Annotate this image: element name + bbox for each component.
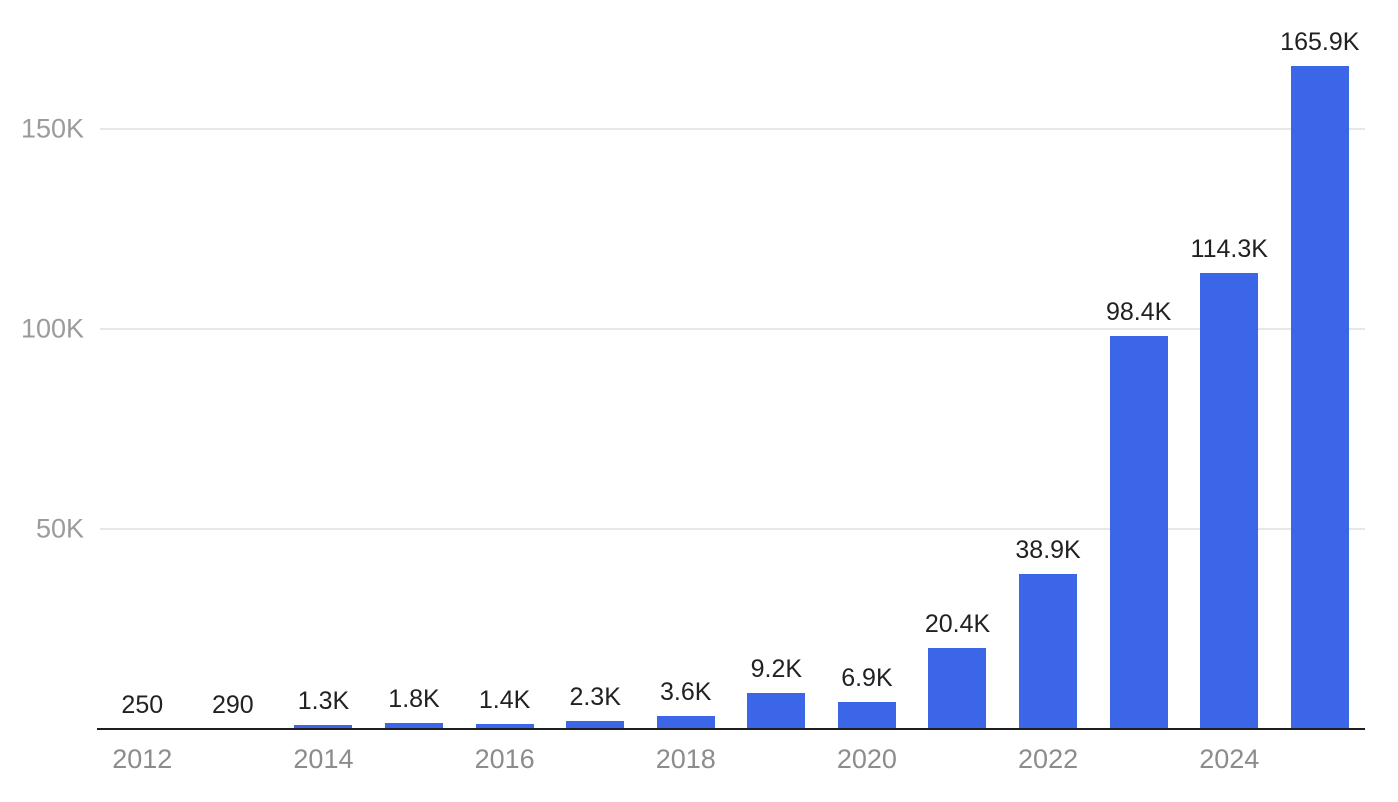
x-axis-tick-label-2014: 2014 [293,744,354,774]
gridline-150K [100,128,1365,130]
bar-value-label: 6.9K [841,664,893,692]
bar-value-label: 2.3K [569,683,621,711]
bar-value-label: 1.3K [297,687,350,715]
y-axis-tick-label: 50K [35,513,84,544]
bar-column-2016: 1.4K [459,0,550,730]
x-axis-tick-empty [912,744,1003,775]
bar-value-label: 1.8K [388,685,440,713]
gridline-100K [100,328,1365,330]
bar [747,693,806,730]
x-axis-tick-empty [1275,744,1366,775]
bar-value-label: 38.9K [1015,536,1081,564]
bar-column-2023: 98.4K [1093,0,1184,730]
y-axis-tick-label: 150K [20,113,84,144]
bar [1019,574,1078,730]
x-axis-tick-label-2022: 2022 [1018,744,1079,774]
x-axis-tick-label-2016: 2016 [474,744,535,774]
bar [837,702,896,730]
x-axis-labels: 2012 2014 2016 2018 2020 2022 2024 [97,744,1365,775]
bar-value-label: 20.4K [924,610,991,638]
bar-column-2017: 2.3K [550,0,641,730]
bar [928,648,987,730]
bar [294,725,353,730]
bar-column-2024: 114.3K [1184,0,1275,730]
x-axis-tick-empty [550,744,641,775]
bar-value-label: 250 [121,691,164,719]
y-axis-tick-label: 100K [20,313,84,344]
bar-column-2021: 20.4K [912,0,1003,730]
x-axis-tick-empty [369,744,460,775]
bar-column-2020: 6.9K [822,0,913,730]
x-axis-tick-label-2018: 2018 [655,744,716,774]
x-axis-tick-label-2020: 2020 [836,744,897,774]
gridline-50K [100,528,1365,530]
bar [1200,273,1259,730]
bar-value-label: 3.6K [660,678,712,706]
bar [1290,66,1349,730]
plot-area: 50K 100K 150K 250 290 1.3K 1.8K 1.4K 2.3K 3.6K 9.2… [21,0,1365,730]
x-axis-tick-empty [188,744,279,775]
x-axis-tick-empty [1093,744,1184,775]
bar-value-label: 165.9K [1280,28,1360,56]
bar-value-label: 114.3K [1190,235,1268,263]
bar-column-2012: 250 [97,0,188,730]
bar-value-label: 1.4K [478,686,531,714]
bar-value-label: 290 [212,691,254,719]
bar-column-2013: 290 [188,0,279,730]
bar [566,721,625,730]
x-axis-tick-empty [731,744,822,775]
x-axis-tick-label-2012: 2012 [112,744,173,774]
bar [1109,336,1168,730]
bar-column-2015: 1.8K [369,0,460,730]
bar-column-2014: 1.3K [278,0,369,730]
bar-column-2018: 3.6K [640,0,731,730]
bar-value-label: 9.2K [750,655,803,683]
bar-column-2025: 165.9K [1275,0,1366,730]
bar-column-2019: 9.2K [731,0,822,730]
bar [385,723,444,730]
bar [475,724,534,730]
x-axis-tick-label-2024: 2024 [1199,744,1260,774]
x-axis-line [97,728,1365,730]
bar [656,716,715,730]
bar-columns: 250 290 1.3K 1.8K 1.4K 2.3K 3.6K 9.2K 6.9K 20.4K 3… [97,0,1365,730]
bar-value-label: 98.4K [1105,298,1172,326]
bar-column-2022: 38.9K [1003,0,1094,730]
